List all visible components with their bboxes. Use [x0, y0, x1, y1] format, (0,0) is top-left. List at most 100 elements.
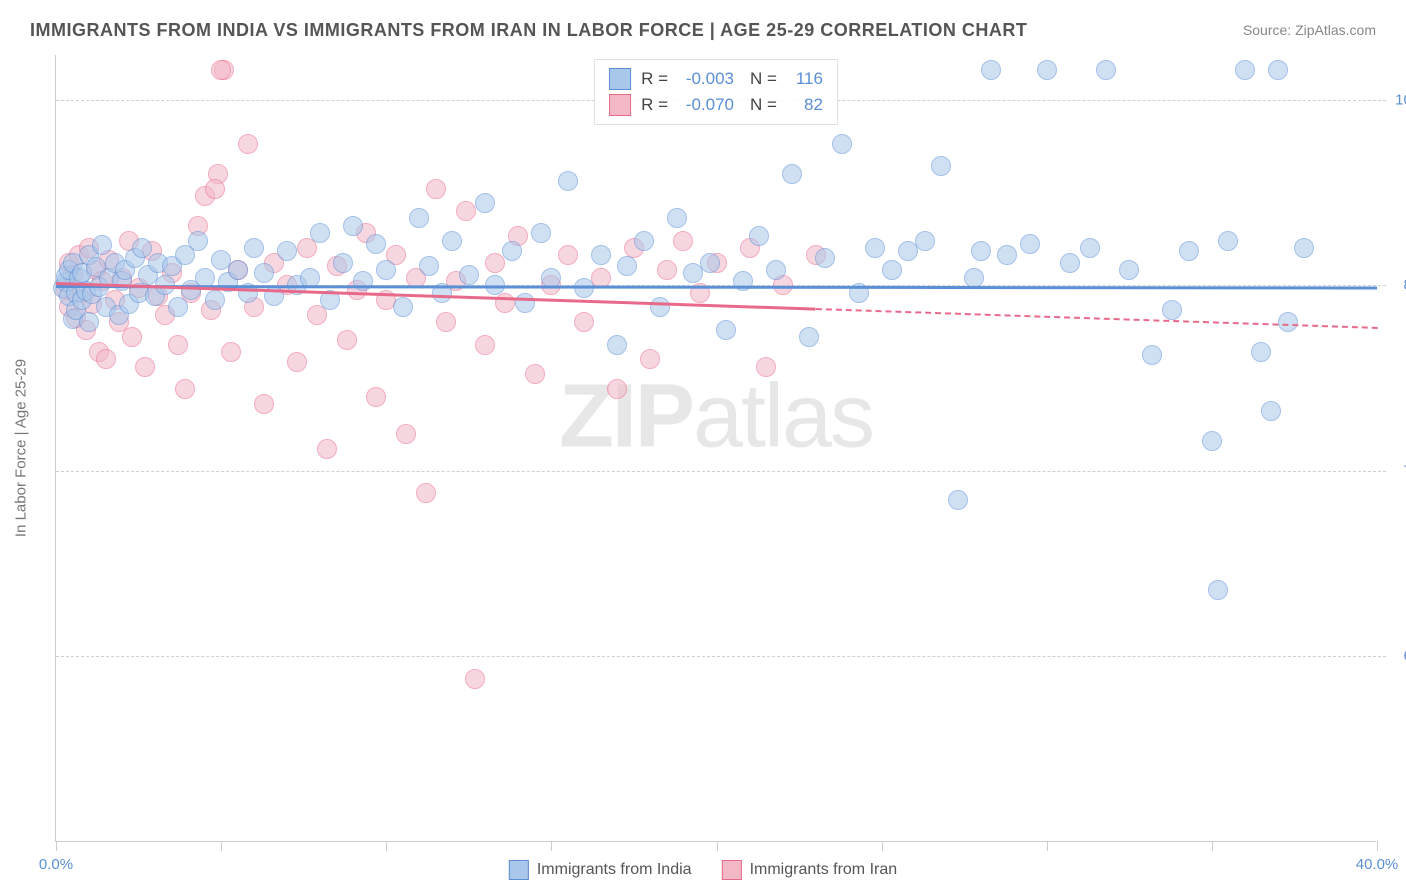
data-point-india: [1235, 60, 1255, 80]
bottom-legend: Immigrants from India Immigrants from Ira…: [509, 860, 897, 880]
bottom-legend-item: Immigrants from India: [509, 860, 692, 880]
watermark-atlas: atlas: [693, 366, 873, 466]
data-point-iran: [396, 424, 416, 444]
data-point-iran: [337, 330, 357, 350]
data-point-india: [459, 265, 479, 285]
gridline-h: [56, 656, 1386, 657]
data-point-iran: [475, 335, 495, 355]
data-point-india: [132, 238, 152, 258]
data-point-iran: [756, 357, 776, 377]
data-point-india: [964, 268, 984, 288]
data-point-india: [865, 238, 885, 258]
data-point-iran: [238, 134, 258, 154]
legend-row-iran: R =-0.070N =82: [609, 92, 823, 118]
gridline-h: [56, 471, 1386, 472]
data-point-iran: [525, 364, 545, 384]
data-point-india: [617, 256, 637, 276]
chart-area: In Labor Force | Age 25-29 ZIPatlas 62.5…: [55, 55, 1376, 842]
data-point-iran: [640, 349, 660, 369]
data-point-india: [205, 290, 225, 310]
data-point-india: [333, 253, 353, 273]
data-point-iran: [211, 60, 231, 80]
data-point-india: [310, 223, 330, 243]
y-tick-label: 62.5%: [1386, 648, 1406, 665]
correlation-legend: R =-0.003N =116 R =-0.070N =82: [594, 59, 838, 125]
x-tick-label: 0.0%: [39, 856, 73, 873]
data-point-india: [1037, 60, 1057, 80]
data-point-india: [277, 241, 297, 261]
data-point-iran: [205, 179, 225, 199]
data-point-india: [419, 256, 439, 276]
y-tick-label: 87.5%: [1386, 277, 1406, 294]
data-point-iran: [287, 352, 307, 372]
x-tick: [1212, 841, 1213, 851]
y-tick-label: 75.0%: [1386, 462, 1406, 479]
legend-swatch-iran: [609, 94, 631, 116]
data-point-india: [766, 260, 786, 280]
legend-text-india: R =-0.003N =116: [641, 69, 823, 89]
data-point-india: [244, 238, 264, 258]
data-point-india: [376, 260, 396, 280]
data-point-india: [591, 245, 611, 265]
data-point-india: [1096, 60, 1116, 80]
data-point-india: [92, 235, 112, 255]
watermark-zip: ZIP: [559, 366, 693, 466]
data-point-india: [971, 241, 991, 261]
data-point-india: [1142, 345, 1162, 365]
legend-row-india: R =-0.003N =116: [609, 66, 823, 92]
data-point-india: [254, 263, 274, 283]
data-point-iran: [436, 312, 456, 332]
x-tick: [221, 841, 222, 851]
watermark: ZIPatlas: [559, 365, 873, 468]
bottom-legend-label: Immigrants from Iran: [750, 861, 898, 879]
data-point-india: [667, 208, 687, 228]
data-point-india: [799, 327, 819, 347]
y-tick-label: 100.0%: [1386, 91, 1406, 108]
data-point-iran: [221, 342, 241, 362]
x-tick: [386, 841, 387, 851]
data-point-iran: [657, 260, 677, 280]
data-point-india: [931, 156, 951, 176]
data-point-india: [634, 231, 654, 251]
data-point-india: [815, 248, 835, 268]
data-point-india: [168, 297, 188, 317]
x-tick: [1047, 841, 1048, 851]
data-point-india: [749, 226, 769, 246]
source-label: Source: ZipAtlas.com: [1243, 22, 1376, 38]
data-point-india: [1251, 342, 1271, 362]
data-point-india: [393, 297, 413, 317]
data-point-india: [1179, 241, 1199, 261]
data-point-india: [228, 260, 248, 280]
data-point-india: [607, 335, 627, 355]
data-point-india: [442, 231, 462, 251]
data-point-india: [832, 134, 852, 154]
data-point-india: [475, 193, 495, 213]
data-point-india: [1162, 300, 1182, 320]
data-point-india: [343, 216, 363, 236]
data-point-iran: [254, 394, 274, 414]
x-tick: [551, 841, 552, 851]
data-point-india: [882, 260, 902, 280]
bottom-legend-item: Immigrants from Iran: [722, 860, 898, 880]
data-point-india: [1218, 231, 1238, 251]
data-point-india: [531, 223, 551, 243]
legend-swatch-india: [609, 68, 631, 90]
data-point-iran: [366, 387, 386, 407]
data-point-india: [1268, 60, 1288, 80]
data-point-india: [188, 231, 208, 251]
data-point-india: [1261, 401, 1281, 421]
data-point-iran: [465, 669, 485, 689]
data-point-iran: [558, 245, 578, 265]
data-point-india: [650, 297, 670, 317]
data-point-iran: [574, 312, 594, 332]
data-point-iran: [96, 349, 116, 369]
data-point-india: [558, 171, 578, 191]
data-point-india: [948, 490, 968, 510]
data-point-iran: [416, 483, 436, 503]
x-tick: [56, 841, 57, 851]
data-point-india: [1208, 580, 1228, 600]
data-point-india: [502, 241, 522, 261]
data-point-iran: [607, 379, 627, 399]
data-point-india: [409, 208, 429, 228]
data-point-india: [1202, 431, 1222, 451]
